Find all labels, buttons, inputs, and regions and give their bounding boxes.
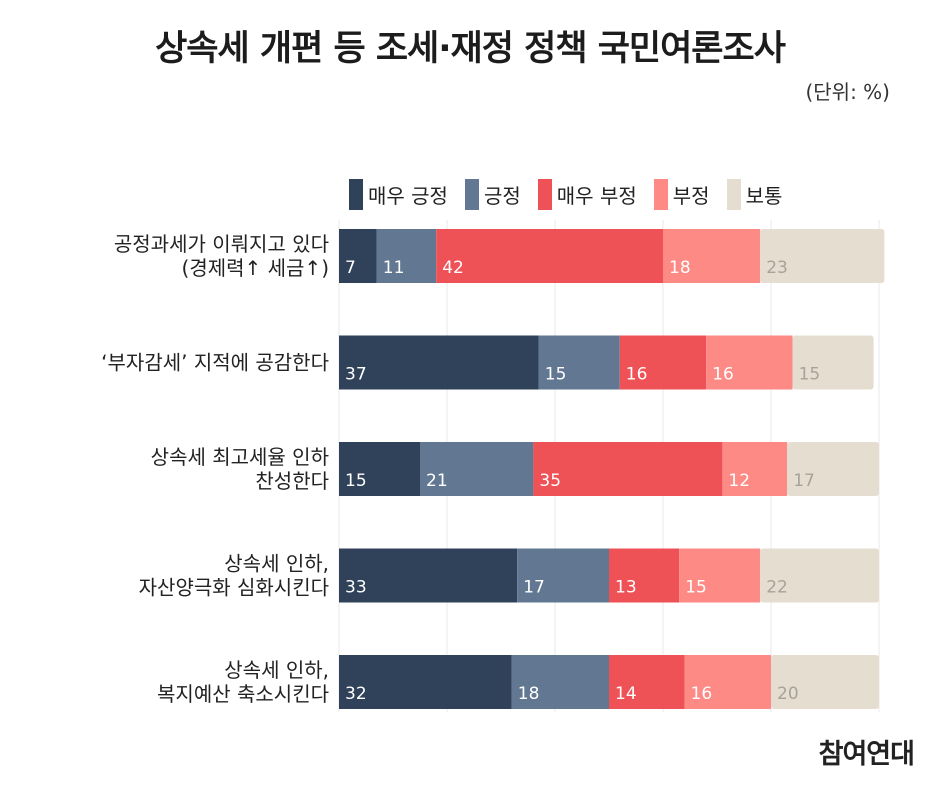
chart-legend: 매우 긍정 긍정 매우 부정 부정 보통 — [349, 178, 799, 210]
data-label-4-3: 16 — [691, 684, 713, 704]
data-label-1-1: 15 — [545, 365, 567, 385]
bar-segment-4-0 — [339, 655, 512, 709]
data-label-3-3: 15 — [685, 578, 707, 598]
legend-swatch-very-negative — [537, 178, 552, 210]
bar-segment-3-4 — [760, 548, 879, 603]
legend-swatch-very-positive — [349, 178, 363, 210]
data-label-1-2: 16 — [626, 365, 648, 385]
bar-segment-4-1 — [511, 655, 609, 709]
legend-label-positive: 긍정 — [483, 183, 521, 208]
data-label-0-1: 11 — [383, 258, 405, 278]
data-label-4-2: 14 — [615, 684, 637, 704]
category-label-line: 상속세 최고세율 인하 — [151, 445, 329, 469]
data-label-2-0: 15 — [345, 471, 367, 491]
bar-segment-4-2 — [609, 655, 685, 709]
category-label-line: 상속세 인하, — [224, 658, 329, 682]
bar-segment-0-3 — [663, 229, 761, 283]
category-label-line: 찬성한다 — [255, 469, 329, 493]
data-label-2-1: 21 — [426, 471, 448, 491]
data-label-3-1: 17 — [523, 578, 545, 598]
bar-segment-1-0 — [339, 335, 539, 390]
data-label-4-4: 20 — [777, 684, 799, 704]
bar-segment-3-3 — [679, 548, 761, 603]
data-label-2-2: 35 — [539, 471, 561, 491]
category-label-3: 상속세 인하, 자산양극화 심화시킨다 — [139, 552, 329, 600]
category-label-line: 상속세 인하, — [224, 552, 329, 576]
legend-item-very-negative: 매우 부정 — [537, 178, 637, 210]
legend-item-negative: 부정 — [653, 178, 710, 210]
category-label-2: 상속세 최고세율 인하 찬성한다 — [151, 445, 329, 493]
data-label-3-2: 13 — [615, 578, 637, 598]
data-label-1-4: 15 — [799, 365, 821, 385]
legend-item-neutral: 보통 — [726, 178, 783, 210]
bar-segment-0-0 — [339, 229, 377, 283]
category-label-line: 공정과세가 이뤄지고 있다 — [114, 232, 329, 256]
category-label-0: 공정과세가 이뤄지고 있다 (경제력↑ 세금↑) — [114, 232, 329, 280]
bar-segment-1-4 — [792, 335, 874, 390]
category-label-1: ‘부자감세’ 지적에 공감한다 — [101, 351, 329, 375]
data-label-4-0: 32 — [345, 684, 367, 704]
bar-segment-3-1 — [517, 548, 609, 603]
data-label-3-0: 33 — [345, 578, 367, 598]
chart-title: 상속세 개편 등 조세·재정 정책 국민여론조사 — [155, 29, 786, 69]
bar-segment-0-1 — [376, 229, 437, 283]
legend-swatch-positive — [464, 178, 479, 210]
legend-label-neutral: 보통 — [745, 183, 783, 208]
legend-swatch-negative — [653, 178, 668, 210]
data-label-3-4: 22 — [766, 578, 788, 598]
data-label-0-3: 18 — [669, 258, 691, 278]
legend-label-very-negative: 매우 부정 — [556, 183, 637, 208]
bar-segment-3-2 — [609, 548, 680, 603]
data-label-2-4: 17 — [793, 471, 815, 491]
bar-segment-4-3 — [684, 655, 771, 709]
data-label-0-2: 42 — [442, 258, 464, 278]
bar-segment-2-0 — [339, 442, 420, 496]
bar-segment-2-1 — [420, 442, 534, 496]
bar-segment-2-2 — [533, 442, 723, 496]
category-label-line: ‘부자감세’ 지적에 공감한다 — [101, 351, 329, 375]
bar-segment-0-2 — [436, 229, 663, 283]
bar-segment-2-3 — [722, 442, 788, 496]
bar-segment-1-3 — [706, 335, 793, 390]
legend-item-very-positive: 매우 긍정 — [349, 178, 448, 210]
data-label-2-3: 12 — [728, 471, 750, 491]
legend-item-positive: 긍정 — [464, 178, 521, 210]
bar-segment-1-1 — [538, 335, 620, 390]
data-label-1-0: 37 — [345, 365, 367, 385]
brand-logo: 참여연대 — [818, 739, 915, 770]
data-label-1-3: 16 — [712, 365, 734, 385]
bar-segment-3-0 — [339, 548, 518, 603]
data-label-4-1: 18 — [518, 684, 540, 704]
bar-segment-4-4 — [771, 655, 879, 709]
category-label-4: 상속세 인하, 복지예산 축소시킨다 — [157, 658, 329, 706]
bar-segment-2-4 — [787, 442, 879, 496]
category-label-line: 자산양극화 심화시킨다 — [139, 576, 329, 600]
data-label-0-0: 7 — [345, 258, 356, 278]
legend-label-very-positive: 매우 긍정 — [368, 183, 448, 208]
bar-segment-0-4 — [760, 229, 885, 283]
data-label-0-4: 23 — [766, 258, 788, 278]
category-label-line: 복지예산 축소시킨다 — [157, 682, 329, 706]
unit-label: (단위: %) — [805, 80, 890, 104]
category-label-line: (경제력↑ 세금↑) — [182, 256, 329, 280]
legend-label-negative: 부정 — [672, 183, 710, 208]
bar-segment-1-2 — [619, 335, 707, 390]
legend-swatch-neutral — [726, 178, 741, 210]
